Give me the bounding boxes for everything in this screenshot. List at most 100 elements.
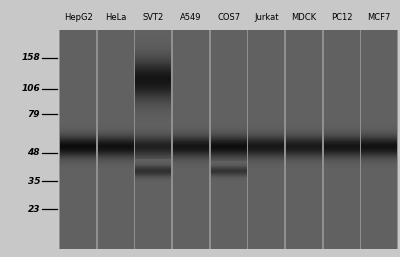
Bar	[60, 132, 96, 133]
Bar	[173, 154, 209, 155]
Bar	[248, 137, 284, 138]
Bar	[60, 128, 96, 129]
Bar	[286, 135, 322, 136]
Bar	[135, 136, 171, 137]
Bar	[324, 162, 360, 163]
Bar	[324, 145, 360, 146]
Bar	[324, 154, 360, 155]
Bar	[210, 163, 247, 164]
Bar	[210, 168, 247, 169]
Bar	[135, 92, 171, 93]
Bar	[135, 165, 171, 166]
Bar	[324, 150, 360, 151]
Text: COS7: COS7	[217, 13, 240, 22]
Bar	[361, 138, 397, 139]
Bar	[135, 115, 171, 116]
Bar	[98, 134, 134, 135]
Bar	[361, 146, 397, 147]
Bar	[361, 134, 397, 135]
Bar	[210, 151, 247, 152]
Bar	[135, 74, 171, 75]
Bar	[210, 149, 247, 150]
Bar	[324, 167, 360, 168]
Bar	[361, 151, 397, 152]
Bar	[135, 58, 171, 59]
Bar	[361, 132, 397, 133]
Bar	[98, 132, 134, 133]
Bar	[173, 142, 209, 143]
Bar	[135, 126, 171, 127]
Bar	[248, 165, 284, 166]
Bar	[361, 158, 397, 159]
Bar	[173, 131, 209, 132]
Bar	[173, 137, 209, 138]
Bar	[361, 158, 397, 159]
Bar	[248, 148, 284, 149]
Bar	[248, 145, 284, 146]
Bar	[286, 158, 322, 159]
Bar	[135, 172, 171, 173]
Bar	[210, 150, 247, 151]
Bar	[324, 144, 360, 145]
Bar	[135, 45, 171, 46]
Bar	[248, 145, 284, 146]
Bar	[210, 136, 247, 137]
Bar	[173, 145, 209, 146]
Bar	[135, 152, 171, 153]
Bar	[98, 144, 134, 145]
Bar	[135, 118, 171, 119]
Bar	[173, 150, 209, 151]
Bar	[286, 30, 322, 249]
Bar	[60, 138, 96, 139]
Bar	[60, 156, 96, 157]
Bar	[60, 149, 96, 150]
Bar	[210, 160, 247, 161]
Bar	[98, 126, 134, 127]
Bar	[135, 87, 171, 88]
Bar	[135, 110, 171, 111]
Bar	[135, 147, 171, 148]
Bar	[135, 148, 171, 149]
Bar	[361, 161, 397, 162]
Bar	[210, 161, 247, 162]
Bar	[361, 162, 397, 163]
Bar	[248, 155, 284, 156]
Bar	[361, 156, 397, 157]
Bar	[135, 40, 171, 41]
Bar	[135, 154, 171, 155]
Bar	[210, 153, 247, 154]
Bar	[210, 168, 247, 169]
Bar	[286, 130, 322, 131]
Bar	[60, 164, 96, 165]
Bar	[286, 142, 322, 143]
Bar	[248, 151, 284, 152]
Bar	[324, 148, 360, 149]
Bar	[60, 151, 96, 152]
Bar	[135, 167, 171, 168]
Bar	[324, 152, 360, 153]
Bar	[210, 128, 247, 129]
Bar	[210, 149, 247, 150]
Bar	[60, 150, 96, 151]
Bar	[361, 128, 397, 129]
Bar	[210, 135, 247, 136]
Bar	[135, 82, 171, 83]
Bar	[210, 156, 247, 157]
Bar	[210, 156, 247, 157]
Bar	[135, 115, 171, 116]
Bar	[60, 148, 96, 149]
Bar	[286, 167, 322, 168]
Bar	[286, 136, 322, 137]
Bar	[324, 161, 360, 162]
Bar	[135, 42, 171, 43]
Bar	[173, 166, 209, 167]
Bar	[135, 46, 171, 47]
Bar	[135, 88, 171, 89]
Bar	[173, 140, 209, 141]
Bar	[361, 141, 397, 142]
Bar	[361, 136, 397, 137]
Bar	[135, 93, 171, 94]
Bar	[60, 158, 96, 159]
Bar	[361, 139, 397, 140]
Bar	[286, 145, 322, 146]
